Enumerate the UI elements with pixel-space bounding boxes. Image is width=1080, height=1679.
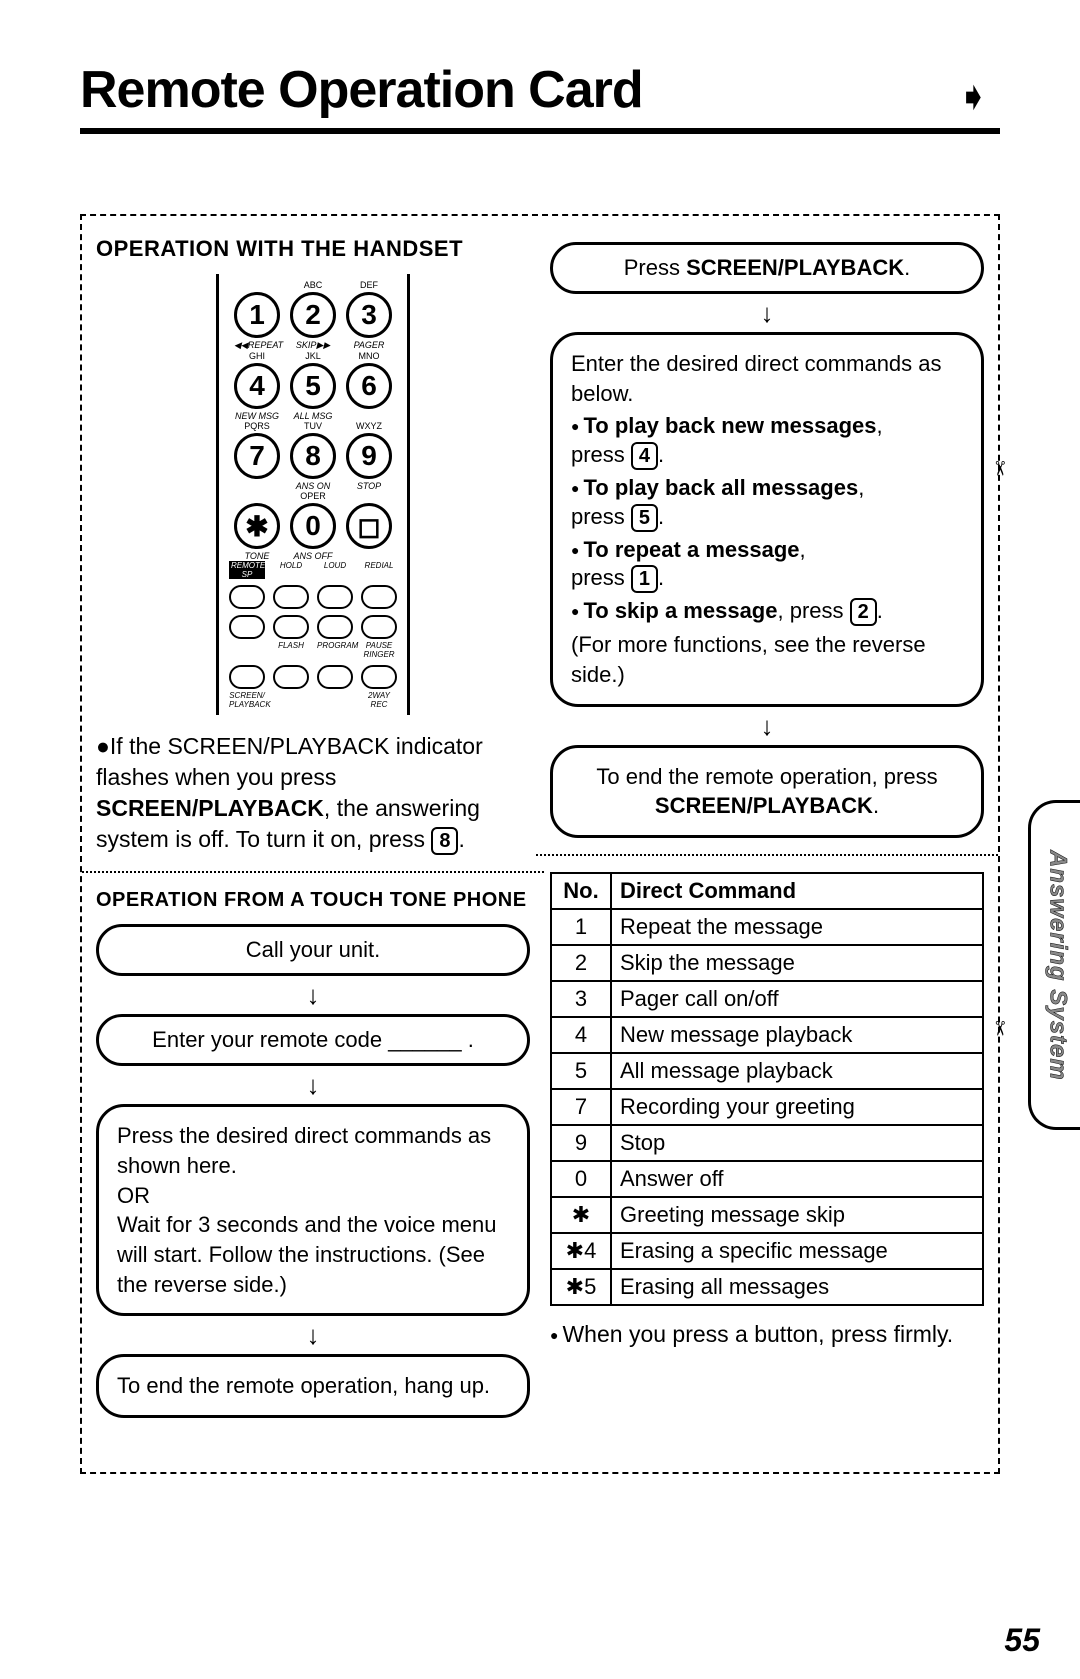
table-row: 1Repeat the message <box>551 909 983 945</box>
step-hangup: To end the remote operation, hang up. <box>96 1354 530 1418</box>
press-firmly-note: When you press a button, press firmly. <box>550 1320 984 1350</box>
table-head-no: No. <box>551 873 611 909</box>
table-row: 7Recording your greeting <box>551 1089 983 1125</box>
command-table: No. Direct Command 1Repeat the message2S… <box>550 872 984 1306</box>
commands-tail: (For more functions, see the reverse sid… <box>571 630 963 689</box>
divider <box>536 854 998 856</box>
step-enter-code: Enter your remote code ______ . <box>96 1014 530 1066</box>
table-row: ✱Greeting message skip <box>551 1197 983 1233</box>
page-title: Remote Operation Card <box>80 60 643 120</box>
commands-box: Enter the desired direct commands as bel… <box>550 332 984 707</box>
left-column: OPERATION WITH THE HANDSET ABCDEF 123 ◀◀… <box>96 236 530 1452</box>
table-row: 9Stop <box>551 1125 983 1161</box>
command-item: To skip a message, press 2. <box>571 597 963 626</box>
command-item: To play back new messages,press 4. <box>571 412 963 470</box>
section-tab: Answering System <box>1028 800 1080 1130</box>
scissors-icon: ✂ <box>987 1020 1012 1037</box>
table-row: 0Answer off <box>551 1161 983 1197</box>
table-head-cmd: Direct Command <box>611 873 983 909</box>
command-item: To play back all messages,press 5. <box>571 474 963 532</box>
step-commands: Press the desired direct commands as sho… <box>96 1104 530 1316</box>
commands-intro: Enter the desired direct commands as bel… <box>571 349 963 408</box>
handset-note: ●If the SCREEN/PLAYBACK indicator flashe… <box>96 731 530 855</box>
arrow-down-icon: ↓ <box>96 982 530 1008</box>
step-end-remote: To end the remote operation, press SCREE… <box>550 745 984 838</box>
table-row: 3Pager call on/off <box>551 981 983 1017</box>
arrow-down-icon: ↓ <box>96 1072 530 1098</box>
scissors-icon: ✂ <box>987 460 1012 477</box>
touchtone-heading: OPERATION FROM A TOUCH TONE PHONE <box>96 889 530 912</box>
arrow-down-icon: ↓ <box>550 713 984 739</box>
table-row: ✱4Erasing a specific message <box>551 1233 983 1269</box>
table-row: ✱5Erasing all messages <box>551 1269 983 1305</box>
command-item: To repeat a message,press 1. <box>571 536 963 594</box>
continue-arrow-icon: ➧ <box>956 74 990 120</box>
table-row: 2Skip the message <box>551 945 983 981</box>
right-column: Press SCREEN/PLAYBACK. ↓ Enter the desir… <box>550 236 984 1452</box>
section-tab-label: Answering System <box>1044 850 1072 1081</box>
arrow-down-icon: ↓ <box>96 1322 530 1348</box>
divider <box>82 871 544 873</box>
handset-keypad-diagram: ABCDEF 123 ◀◀REPEATSKIP▶▶PAGER GHIJKLMNO… <box>96 274 530 715</box>
page-header: Remote Operation Card ➧ <box>80 60 1000 134</box>
table-row: 5All message playback <box>551 1053 983 1089</box>
operation-card: ✂ ✂ OPERATION WITH THE HANDSET ABCDEF 12… <box>80 214 1000 1474</box>
handset-heading: OPERATION WITH THE HANDSET <box>96 236 530 262</box>
table-row: 4New message playback <box>551 1017 983 1053</box>
arrow-down-icon: ↓ <box>550 300 984 326</box>
page-number: 55 <box>1004 1622 1040 1659</box>
step-press-screen: Press SCREEN/PLAYBACK. <box>550 242 984 294</box>
step-call-unit: Call your unit. <box>96 924 530 976</box>
